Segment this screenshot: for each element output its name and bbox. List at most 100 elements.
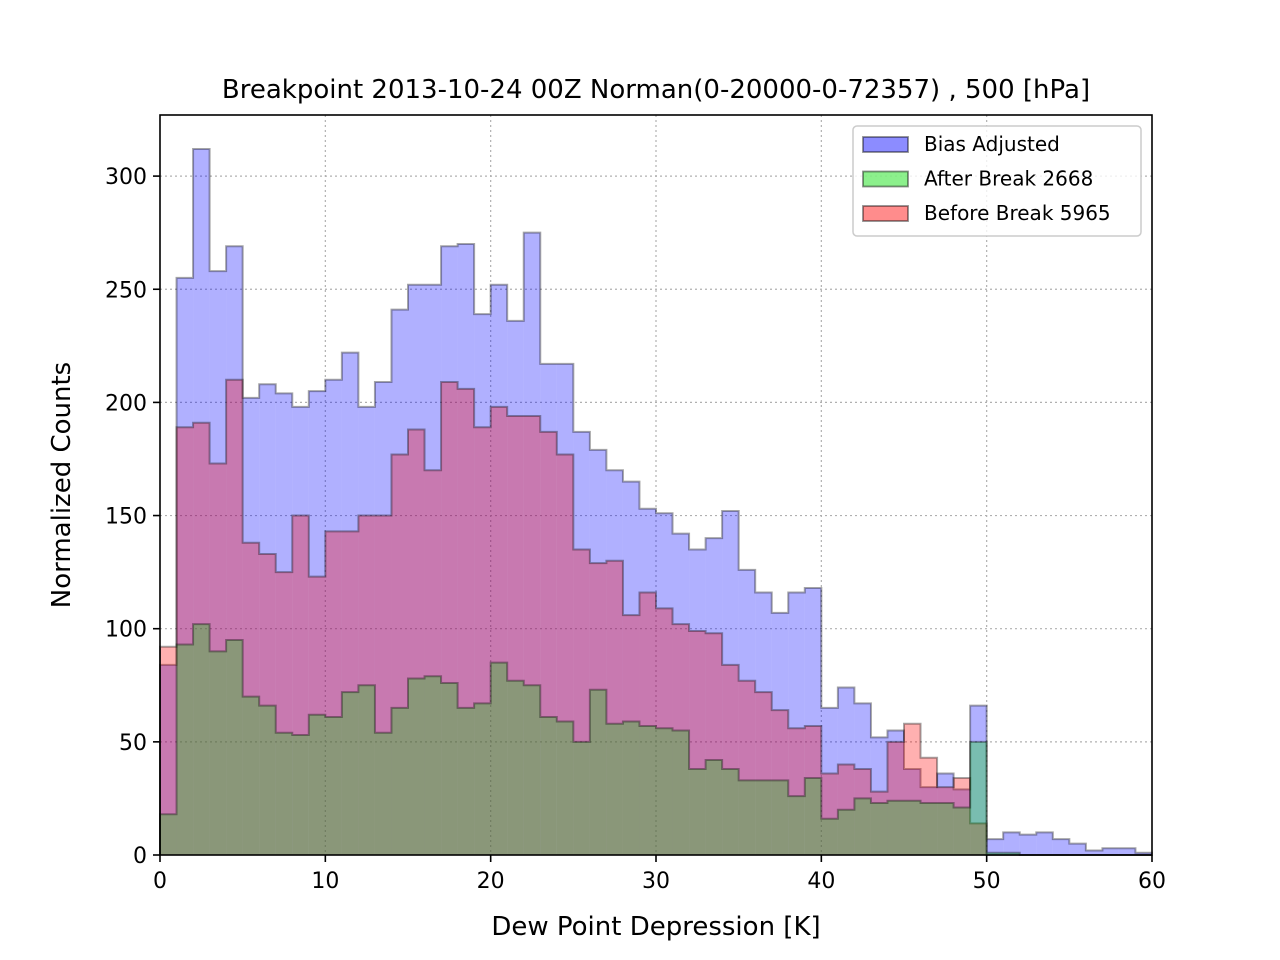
bar-0-29 [639, 508, 656, 855]
bar-0-18 [457, 243, 475, 855]
y-tick-label-1: 50 [119, 731, 147, 756]
bar-1-40 [821, 818, 838, 855]
bar-0-36 [755, 592, 772, 855]
bar-2-43 [870, 791, 888, 855]
bar-0-24 [556, 363, 574, 855]
bar-1-48 [953, 807, 971, 855]
bar-2-45 [904, 723, 921, 855]
bar-2-41 [837, 764, 855, 855]
bar-1-43 [870, 802, 888, 855]
bar-1-42 [854, 798, 871, 855]
bar-1-22 [523, 685, 541, 855]
step-outline-0 [159, 147, 1153, 855]
bar-2-38 [788, 728, 805, 855]
bar-0-21 [507, 320, 524, 855]
bar-2-30 [656, 608, 673, 855]
bar-2-25 [573, 549, 590, 855]
bar-2-16 [424, 470, 442, 855]
legend-label-1: After Break 2668 [924, 167, 1093, 191]
bar-1-4 [226, 640, 243, 855]
bar-0-12 [358, 406, 375, 855]
y-tick-label-6: 300 [105, 165, 147, 190]
bar-0-42 [854, 703, 871, 855]
bar-0-7 [275, 393, 293, 855]
step-outline-2 [159, 378, 1152, 856]
bar-0-33 [705, 538, 723, 855]
bar-2-23 [540, 431, 557, 855]
legend: Bias Adjusted After Break 2668 Before Brea… [852, 125, 1142, 237]
bar-1-30 [656, 728, 673, 855]
bar-1-5 [242, 696, 260, 855]
bar-1-41 [837, 809, 855, 855]
bar-2-48 [953, 778, 971, 855]
bar-1-34 [722, 769, 739, 855]
axes: 0 10 20 30 40 50 60 0 50 100 150 200 250 300 [105, 165, 1166, 894]
bar-2-34 [722, 664, 739, 855]
bar-1-6 [259, 705, 276, 855]
legend-box [852, 125, 1142, 237]
bar-0-26 [589, 449, 607, 855]
bar-1-36 [755, 780, 772, 855]
bar-1-49 [970, 741, 987, 855]
step-outline-1 [159, 623, 1152, 856]
bar-2-31 [672, 624, 690, 855]
bar-1-8 [292, 735, 309, 855]
bar-2-15 [408, 429, 425, 855]
bar-2-47 [937, 787, 954, 855]
bar-1-50 [986, 852, 1004, 855]
bar-0-43 [870, 737, 888, 855]
bar-2-46 [920, 757, 938, 855]
y-tick-label-2: 100 [105, 618, 147, 643]
bar-0-58 [1118, 848, 1136, 855]
bar-2-32 [689, 630, 706, 855]
bar-0-45 [904, 769, 921, 855]
bar-1-19 [474, 703, 491, 855]
bar-1-2 [193, 624, 210, 855]
bar-0-40 [821, 707, 838, 855]
bar-1-13 [374, 732, 392, 855]
bar-2-3 [209, 463, 227, 855]
bar-0-30 [656, 513, 673, 855]
bar-1-10 [325, 716, 342, 855]
bar-0-35 [738, 569, 756, 855]
legend-label-0: Bias Adjusted [924, 132, 1060, 156]
y-tick-label-3: 150 [105, 505, 147, 530]
bar-1-25 [573, 741, 590, 855]
bar-2-0 [160, 646, 177, 855]
x-tick-label-3: 30 [642, 869, 670, 894]
legend-swatch-1 [862, 170, 909, 188]
bar-0-19 [474, 314, 491, 855]
bar-0-4 [226, 246, 243, 855]
bar-0-15 [408, 284, 425, 856]
y-tick-label-0: 0 [133, 844, 147, 869]
bar-2-7 [275, 572, 293, 855]
bar-1-14 [391, 707, 408, 855]
bar-2-33 [705, 633, 723, 855]
bar-2-19 [474, 427, 491, 855]
bar-2-5 [242, 542, 260, 855]
x-axis-title: Dew Point Depression [K] [491, 912, 820, 942]
bar-0-49 [970, 705, 987, 855]
bar-0-20 [490, 284, 508, 856]
bar-2-27 [606, 560, 623, 855]
bar-0-6 [259, 384, 276, 855]
bar-1-21 [507, 680, 524, 855]
x-tick-label-4: 40 [807, 869, 835, 894]
bar-1-3 [209, 651, 227, 855]
bar-2-44 [887, 741, 904, 855]
bar-0-1 [176, 277, 194, 855]
bar-0-50 [986, 839, 1004, 855]
bar-0-3 [209, 271, 227, 855]
bar-1-15 [408, 678, 425, 855]
bar-0-39 [804, 587, 822, 855]
bar-1-32 [689, 769, 706, 855]
bar-0-44 [887, 730, 904, 855]
bar-1-31 [672, 730, 690, 855]
bar-1-18 [457, 707, 475, 855]
bar-0-47 [937, 773, 954, 855]
legend-swatch-0 [862, 136, 909, 153]
bar-1-23 [540, 716, 557, 855]
bar-1-17 [441, 683, 458, 855]
bar-0-0 [160, 664, 177, 855]
